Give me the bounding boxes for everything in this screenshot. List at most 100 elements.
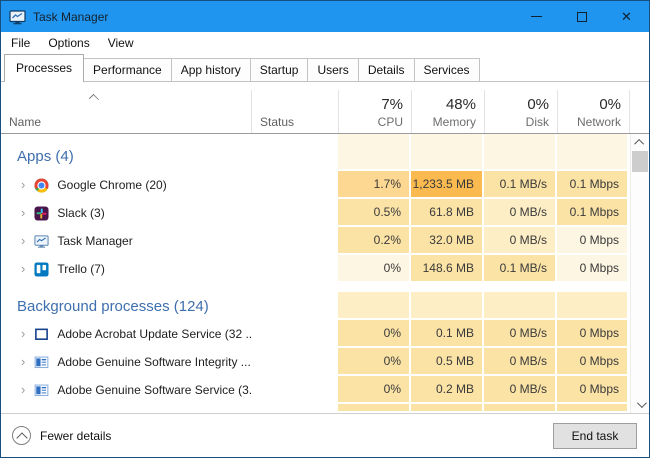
process-row[interactable]: › Slack (3) 0.5% 61.8 MB 0 MB/s 0.1 Mbps [1,199,630,227]
usage-percent: 0% [527,96,549,113]
chevron-up-icon [633,138,644,149]
menu-item-file[interactable]: File [11,36,31,50]
group-header-row[interactable]: Background processes (124) [1,292,630,320]
expand-chevron-icon[interactable]: › [21,176,26,192]
process-memory-cell: 61.8 MB [411,199,484,227]
partial-stat-cell [484,404,557,411]
collapse-circle-icon [12,426,31,445]
process-network-cell: 0 Mbps [557,320,629,348]
maximize-button[interactable] [559,1,604,32]
column-header-cpu[interactable]: 7% CPU [338,90,411,133]
process-network-cell: 0 Mbps [557,255,629,283]
usage-percent: 0% [599,96,621,113]
process-name: Google Chrome (20) [57,178,167,192]
process-name: Task Manager [57,234,133,248]
process-name-cell: › Adobe Acrobat Update Service (32 ... [1,320,251,348]
tab-startup[interactable]: Startup [249,58,309,82]
group-header-label: Background processes (124) [17,297,209,315]
group-stat-cell [557,292,629,320]
menu-item-options[interactable]: Options [48,36,90,50]
chrome-icon [34,177,49,193]
partial-process-row [1,404,630,411]
tab-strip: Processes Performance App history Startup Us… [1,54,649,83]
process-name-cell: › Adobe Genuine Software Integrity ... [1,348,251,376]
chevron-down-icon [636,398,647,409]
group-stat-cell [484,292,557,320]
process-disk-cell: 0 MB/s [484,348,557,376]
group-stat-cell [338,134,411,171]
column-header-network[interactable]: 0% Network [557,90,629,133]
usage-label: CPU [377,115,403,129]
group-stat-cell [411,134,484,171]
process-name: Slack (3) [57,206,105,220]
expand-chevron-icon[interactable]: › [21,381,26,397]
close-button[interactable]: ✕ [604,1,649,32]
process-row[interactable]: › Adobe Acrobat Update Service (32 ... 0% 0… [1,320,630,348]
expand-chevron-icon[interactable]: › [21,232,26,248]
close-icon: ✕ [621,8,632,24]
menu-bar: File Options View [1,32,649,54]
minimize-button[interactable] [514,1,559,32]
scroll-down-button[interactable] [631,396,649,413]
process-memory-cell: 148.6 MB [411,255,484,283]
column-header-memory[interactable]: 48% Memory [411,90,484,133]
menu-item-view[interactable]: View [107,36,134,50]
process-cpu-cell: 0.2% [338,227,411,255]
expand-chevron-icon[interactable]: › [21,325,26,341]
tab-app-history[interactable]: App history [170,58,251,82]
tab-users[interactable]: Users [307,58,359,82]
process-memory-cell: 0.5 MB [411,348,484,376]
process-name-cell: › Adobe Genuine Software Service (3... [1,376,251,404]
app-window-icon [34,383,49,398]
process-memory-cell: 0.1 MB [411,320,484,348]
process-status-cell [251,171,338,199]
tab-processes[interactable]: Processes [4,54,85,83]
process-disk-cell: 0.1 MB/s [484,171,557,199]
task-manager-icon [34,234,49,249]
column-header-status[interactable]: Status [251,90,338,133]
process-status-cell [251,348,338,376]
group-stat-cell [338,292,411,320]
expand-chevron-icon[interactable]: › [21,353,26,369]
process-name-cell: › Trello (7) [1,255,251,283]
column-header-disk[interactable]: 0% Disk [484,90,557,133]
vertical-scrollbar[interactable] [630,134,649,413]
process-network-cell: 0 Mbps [557,227,629,255]
process-cpu-cell: 0.5% [338,199,411,227]
process-status-cell [251,320,338,348]
expand-chevron-icon[interactable]: › [21,260,26,276]
minimize-icon [531,15,542,18]
group-spacer [1,283,630,292]
process-row[interactable]: › Adobe Genuine Software Integrity ... 0% 0… [1,348,630,376]
process-status-cell [251,227,338,255]
usage-percent: 48% [445,96,476,113]
process-cpu-cell: 0% [338,320,411,348]
group-stat-cell [484,134,557,171]
fewer-details-toggle[interactable]: Fewer details [12,426,111,445]
process-disk-cell: 0 MB/s [484,199,557,227]
process-name: Trello (7) [57,262,105,276]
scroll-up-button[interactable] [631,134,649,151]
group-header-row[interactable]: Apps (4) [1,134,630,171]
tab-performance[interactable]: Performance [83,58,172,82]
titlebar: Task Manager ✕ [1,1,649,32]
process-disk-cell: 0.1 MB/s [484,255,557,283]
process-row[interactable]: › Task Manager 0.2% 32.0 MB 0 MB/s 0 Mbps [1,227,630,255]
task-manager-app-icon [9,9,26,25]
process-row[interactable]: › Trello (7) 0% 148.6 MB 0.1 MB/s 0 Mbps [1,255,630,283]
tab-details[interactable]: Details [357,58,415,82]
tab-services[interactable]: Services [413,58,480,82]
end-task-button[interactable]: End task [553,422,637,449]
partial-stat-cell [557,404,629,411]
expand-chevron-icon[interactable]: › [21,204,26,220]
column-header-name[interactable]: Name [1,90,251,133]
process-row[interactable]: › Adobe Genuine Software Service (3... 0% 0… [1,376,630,404]
scrollbar-thumb[interactable] [632,151,648,172]
usage-label: Disk [525,115,549,129]
caption-buttons: ✕ [514,1,649,32]
process-row[interactable]: › Google Chrome (20) 1.7% 1,233.5 MB 0.1 MB/… [1,171,630,199]
process-status-cell [251,199,338,227]
process-status-cell [251,255,338,283]
window-title: Task Manager [33,9,109,24]
